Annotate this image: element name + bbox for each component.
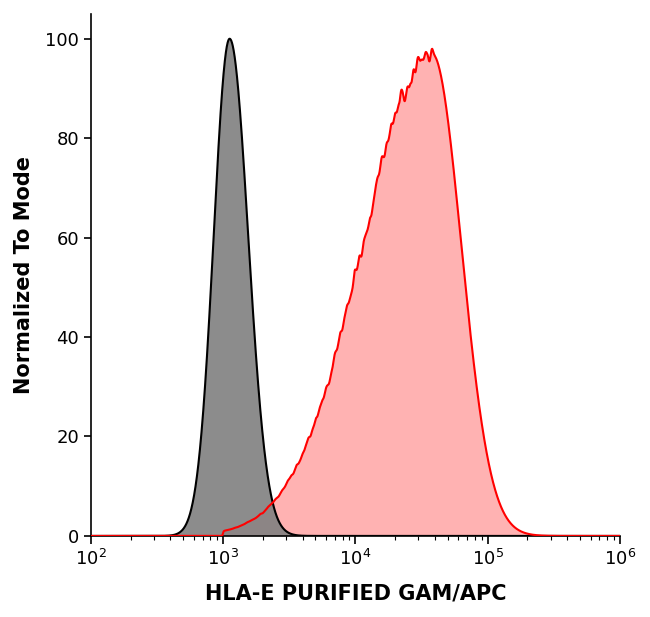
X-axis label: HLA-E PURIFIED GAM/APC: HLA-E PURIFIED GAM/APC [205,583,506,603]
Y-axis label: Normalized To Mode: Normalized To Mode [14,156,34,394]
